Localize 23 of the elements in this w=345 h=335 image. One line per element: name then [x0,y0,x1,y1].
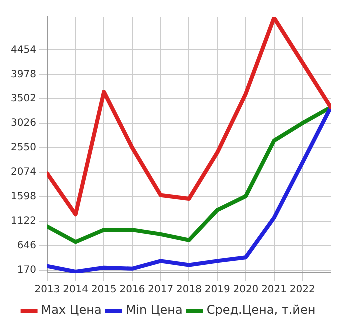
legend-label: Min Цена [126,303,183,318]
legend-label: Max Цена [41,303,102,318]
x-tick-label: 2019 [204,284,230,296]
x-tick-label: 2016 [120,284,146,296]
x-tick-label: 2020 [233,284,259,296]
x-tick-label: 2022 [290,284,316,296]
y-tick-label: 2074 [10,167,36,178]
x-tick-label: 2018 [176,284,202,296]
x-tick-label: 2014 [63,284,89,296]
y-tick-label: 2550 [10,142,36,154]
y-tick-label: 3502 [10,94,36,105]
legend-label: Сред.Цена, т.йен [206,303,316,318]
y-tick-label: 1598 [10,192,36,203]
x-tick-label: 2015 [91,284,117,296]
y-tick-label: 3026 [10,118,36,130]
y-tick-label: 4454 [10,44,36,56]
x-tick-label: 2017 [148,284,174,296]
y-tick-label: 1122 [10,216,36,228]
x-tick-label: 2013 [34,284,60,296]
y-tick-label: 646 [17,240,36,252]
y-tick-label: 170 [17,265,36,276]
x-tick-label: 2021 [262,284,288,296]
y-tick-label: 3978 [10,69,36,80]
